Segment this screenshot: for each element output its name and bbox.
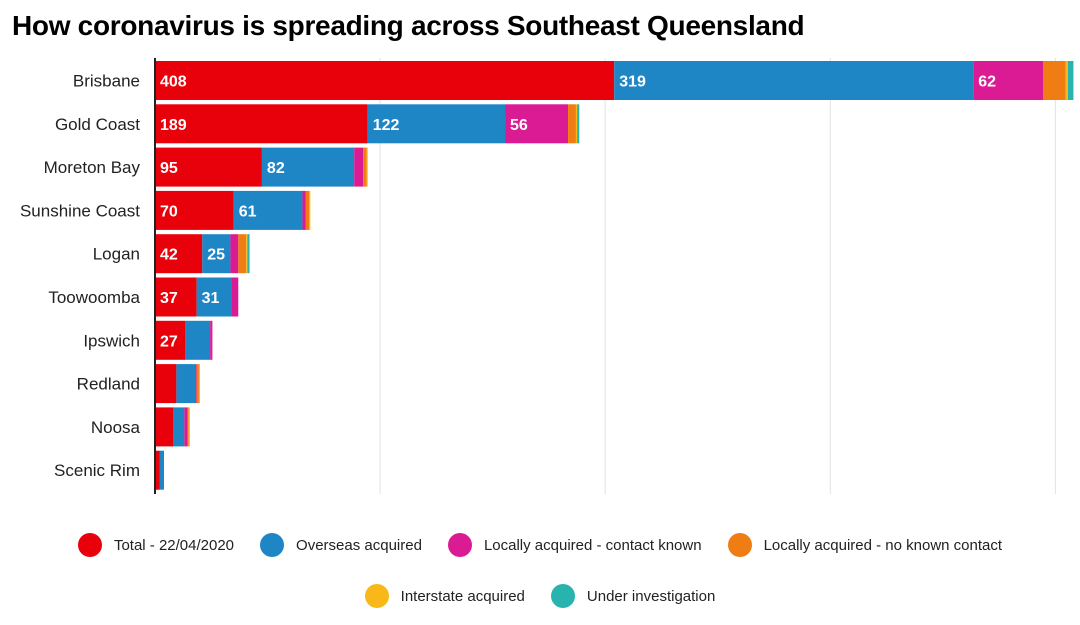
legend-item-interstate[interactable]: Interstate acquired [364,584,525,608]
category-label: Logan [93,245,140,264]
data-label: 95 [160,160,178,177]
data-label: 70 [160,203,178,220]
data-label: 122 [373,117,400,134]
bar-segment[interactable] [196,364,199,404]
data-label: 27 [160,333,178,350]
bar-segment[interactable] [238,234,247,274]
legend-label-under-investigation: Under investigation [586,587,716,605]
bar-segment[interactable] [155,61,615,100]
data-label: 82 [267,160,285,177]
bar-segment[interactable] [176,364,196,404]
category-label: Redland [77,375,140,394]
bar-segment[interactable] [233,190,303,230]
data-label: 37 [160,290,178,307]
legend-label-interstate: Interstate acquired [400,587,525,605]
bar-segment[interactable] [305,190,310,230]
stacked-bar-chart: Brisbane 408 319 62 Gold Coast 189 122 56 Moreto… [20,58,1074,494]
legend-label-local-no-contact: Locally acquired - no known contact [763,536,1003,554]
data-label: 42 [160,247,178,264]
legend-swatch-interstate [364,584,389,608]
bar-segment[interactable] [155,104,368,144]
category-label: Gold Coast [55,115,140,134]
legend-item-overseas[interactable]: Overseas acquired [260,533,422,557]
bar-segment[interactable] [367,104,506,144]
bar-segment[interactable] [247,234,250,274]
bar-segment[interactable] [309,190,311,230]
category-label: Sunshine Coast [20,201,140,220]
bar-segment[interactable] [577,104,580,144]
category-label: Scenic Rim [54,461,140,480]
data-label: 189 [160,117,187,134]
bar-segment[interactable] [210,320,213,360]
bar-segment[interactable] [159,450,165,490]
bar-segment[interactable] [173,407,185,447]
category-label: Noosa [91,418,141,437]
bar-segment[interactable] [505,104,569,144]
legend-item-under-investigation[interactable]: Under investigation [550,584,716,608]
bar-segment[interactable] [614,61,974,100]
category-label: Brisbane [73,72,140,91]
bar-segment[interactable] [231,277,239,317]
data-label: 61 [239,203,257,220]
bar-segment[interactable] [302,190,306,230]
data-label: 319 [619,74,646,91]
legend-item-local-contact-known[interactable]: Locally acquired - contact known [447,533,702,557]
bar-segment[interactable] [155,277,197,317]
legend-item-local-no-contact[interactable]: Locally acquired - no known contact [727,533,1003,557]
bar-segment[interactable] [366,147,368,187]
legend-swatch-overseas [260,533,285,557]
bar-segment[interactable] [155,147,262,187]
bar-segment[interactable] [155,234,203,274]
bar-segment[interactable] [363,147,367,187]
bar-segment[interactable] [187,407,189,447]
legend-swatch-total [77,533,102,557]
legend-swatch-local-contact-known [447,533,472,557]
bar-segment[interactable] [575,104,578,144]
bar-segment[interactable] [196,277,232,317]
bar-segment[interactable] [155,450,160,490]
bar-segment[interactable] [155,320,186,360]
category-label: Moreton Bay [44,158,141,177]
category-label: Ipswich [83,331,140,350]
bar-segment[interactable] [155,407,174,447]
bar-segment[interactable] [1067,61,1074,100]
chart-title: How coronavirus is spreading across Sout… [12,10,805,41]
data-label: 31 [202,290,220,307]
bar-segment[interactable] [568,104,576,144]
bar-segment[interactable] [185,320,211,360]
legend-label-overseas: Overseas acquired [296,536,422,554]
bar-segment[interactable] [354,147,364,187]
data-label: 62 [978,74,996,91]
legend-swatch-local-no-contact [727,533,752,557]
bar-segment[interactable] [230,234,239,274]
bar-segment[interactable] [188,407,190,447]
bar-segment[interactable] [155,364,177,404]
bar-segment[interactable] [195,364,197,404]
bar-segment[interactable] [261,147,355,187]
bar-segment[interactable] [184,407,188,447]
bar-segment[interactable] [1043,61,1066,100]
bar-segment[interactable] [1065,61,1068,100]
data-label: 408 [160,74,187,91]
legend-label-total: Total - 22/04/2020 [113,536,235,554]
bar-segment[interactable] [198,364,201,404]
legend-row-2: Interstate acquired Under investigation [0,584,1080,608]
legend-label-local-contact-known: Locally acquired - contact known [483,536,702,554]
bar-segment[interactable] [202,234,231,274]
legend-item-total[interactable]: Total - 22/04/2020 [77,533,235,557]
category-label: Toowoomba [48,288,140,307]
bar-segment[interactable] [973,61,1044,100]
bar-segment[interactable] [155,190,234,230]
bar-segment[interactable] [246,234,248,274]
legend-swatch-under-investigation [550,584,575,608]
legend-row-1: Total - 22/04/2020 Overseas acquired Loc… [0,533,1080,557]
data-label: 56 [510,117,528,134]
data-label: 25 [207,247,225,264]
